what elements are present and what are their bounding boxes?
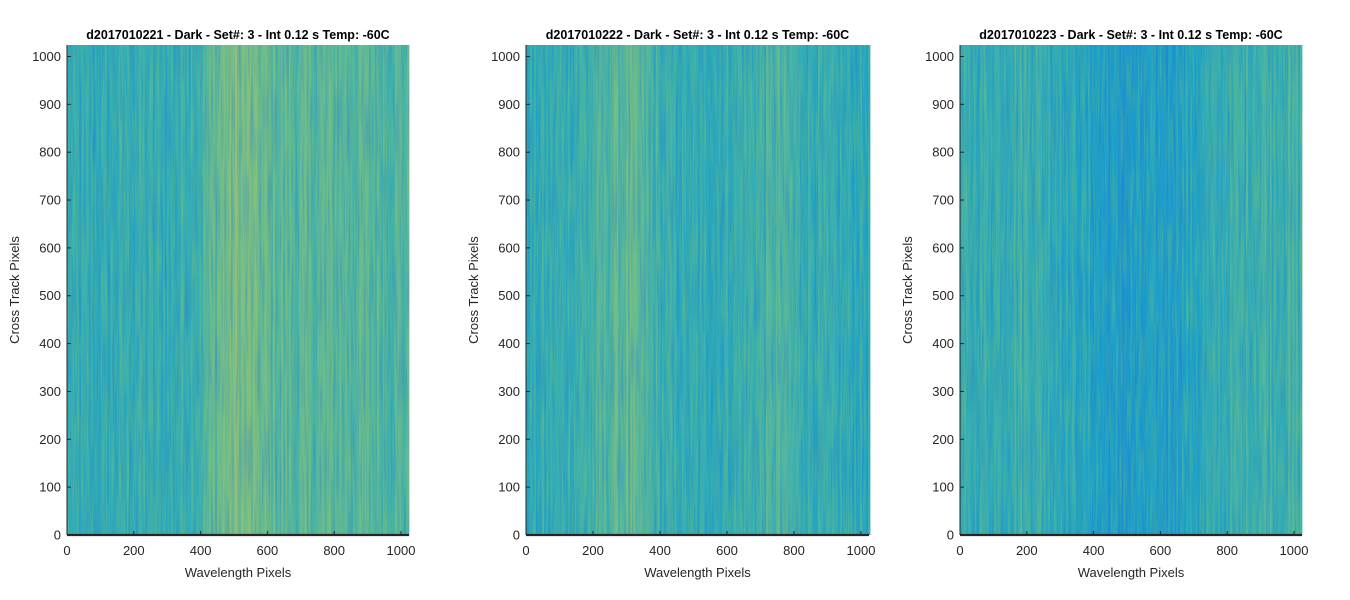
x-tick-label: 800 <box>323 543 345 558</box>
y-tick-label: 100 <box>39 480 61 495</box>
heatmap-image <box>960 45 1303 535</box>
y-axis-label: Cross Track Pixels <box>466 236 481 344</box>
x-tick-label: 600 <box>716 543 738 558</box>
y-tick-label: 800 <box>932 145 954 160</box>
y-tick-label: 600 <box>932 240 954 255</box>
x-axis-label: Wavelength Pixels <box>1078 565 1185 580</box>
x-axis-label: Wavelength Pixels <box>185 565 292 580</box>
y-tick-label: 500 <box>39 288 61 303</box>
x-tick-label: 0 <box>63 543 70 558</box>
y-axis-label: Cross Track Pixels <box>7 236 22 344</box>
x-axis-label: Wavelength Pixels <box>644 565 751 580</box>
x-tick-label: 200 <box>1016 543 1038 558</box>
heatmap-image <box>526 45 871 535</box>
chart-title: d2017010222 - Dark - Set#: 3 - Int 0.12 … <box>546 28 849 42</box>
y-tick-label: 300 <box>932 384 954 399</box>
heatmap-texture-dark <box>526 45 869 535</box>
y-tick-label: 0 <box>947 528 954 543</box>
y-tick-label: 800 <box>39 145 61 160</box>
x-tick-label: 800 <box>1216 543 1238 558</box>
x-tick-label: 400 <box>190 543 212 558</box>
y-tick-label: 600 <box>498 240 520 255</box>
x-tick-label: 400 <box>1083 543 1105 558</box>
y-tick-label: 200 <box>39 432 61 447</box>
chart-title: d2017010223 - Dark - Set#: 3 - Int 0.12 … <box>979 28 1282 42</box>
heatmap-panel-2: 0 200 400 600 800 1000 0 100 200 300 400 500 600 700 8… <box>466 28 875 580</box>
x-tick-label: 600 <box>257 543 279 558</box>
y-tick-label: 900 <box>932 97 954 112</box>
y-tick-label: 200 <box>498 432 520 447</box>
y-tick-label: 400 <box>932 336 954 351</box>
y-tick-label: 900 <box>39 97 61 112</box>
y-tick-label: 300 <box>498 384 520 399</box>
y-tick-label: 300 <box>39 384 61 399</box>
y-tick-label: 600 <box>39 240 61 255</box>
y-tick-label: 900 <box>498 97 520 112</box>
x-tick-label: 800 <box>783 543 805 558</box>
x-tick-label: 1000 <box>387 543 416 558</box>
y-tick-label: 1000 <box>32 49 61 64</box>
heatmap-texture-dark <box>960 45 1302 535</box>
y-tick-label: 400 <box>498 336 520 351</box>
y-tick-label: 100 <box>498 480 520 495</box>
x-tick-label: 200 <box>582 543 604 558</box>
y-tick-label: 0 <box>513 528 520 543</box>
y-tick-label: 0 <box>54 528 61 543</box>
heatmap-panel-3: 0 200 400 600 800 1000 0 100 200 300 400 500 600 700 8… <box>900 28 1308 580</box>
y-tick-label: 700 <box>932 193 954 208</box>
x-tick-label: 200 <box>123 543 145 558</box>
x-tick-label: 400 <box>649 543 671 558</box>
y-tick-label: 1000 <box>491 49 520 64</box>
y-tick-label: 100 <box>932 480 954 495</box>
heatmap-texture-dark <box>67 45 409 535</box>
x-tick-label: 600 <box>1150 543 1172 558</box>
heatmap-panel-1: 0 200 400 600 800 1000 0 100 200 300 400 500 600 700 8… <box>7 28 415 580</box>
y-tick-label: 700 <box>498 193 520 208</box>
y-tick-label: 800 <box>498 145 520 160</box>
chart-title: d2017010221 - Dark - Set#: 3 - Int 0.12 … <box>86 28 389 42</box>
x-tick-label: 1000 <box>847 543 876 558</box>
y-axis-label: Cross Track Pixels <box>900 236 915 344</box>
y-tick-label: 400 <box>39 336 61 351</box>
y-tick-label: 200 <box>932 432 954 447</box>
x-tick-label: 0 <box>956 543 963 558</box>
heatmap-image <box>67 45 410 535</box>
y-tick-label: 1000 <box>925 49 954 64</box>
x-tick-label: 0 <box>522 543 529 558</box>
y-tick-label: 500 <box>932 288 954 303</box>
x-tick-label: 1000 <box>1280 543 1309 558</box>
y-tick-label: 700 <box>39 193 61 208</box>
y-tick-label: 500 <box>498 288 520 303</box>
